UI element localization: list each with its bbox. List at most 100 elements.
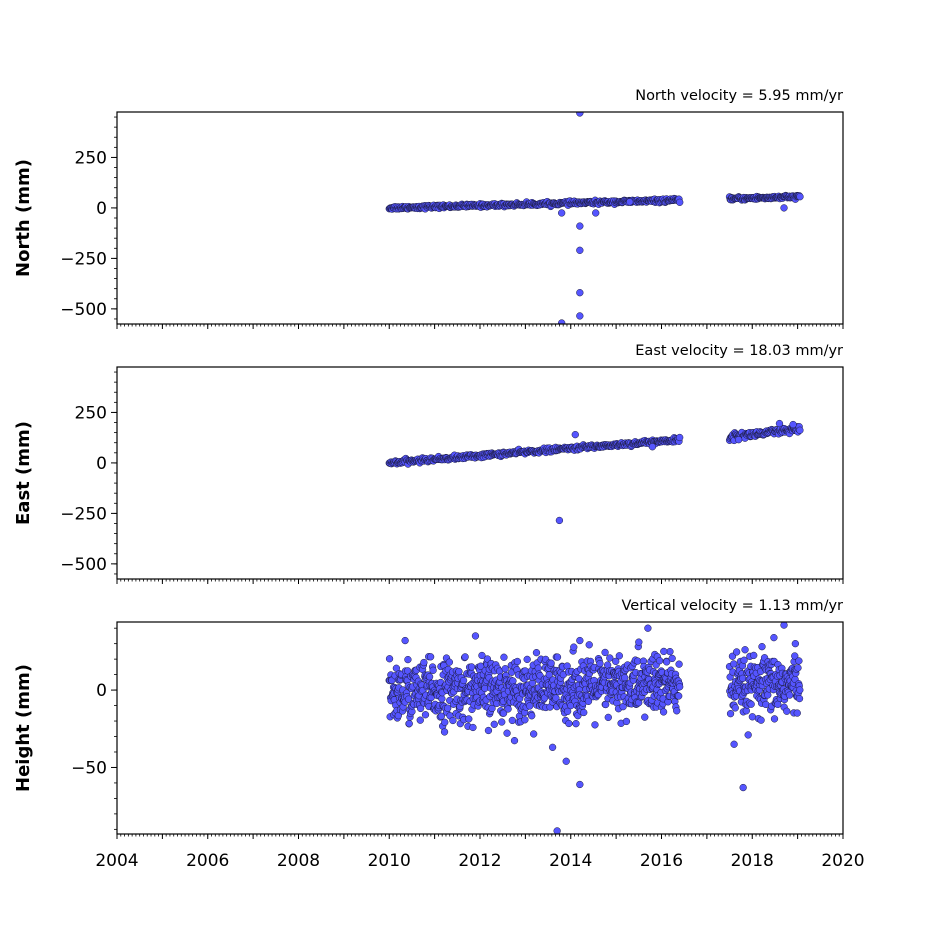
data-point xyxy=(770,633,778,642)
data-point xyxy=(666,647,674,656)
data-point xyxy=(385,655,394,663)
data-point xyxy=(440,728,449,736)
north-panel: 250 0 −250 −500 North (mm) North velocity = 5… xyxy=(13,88,844,329)
data-point xyxy=(563,662,571,670)
x-tick-label: 2004 xyxy=(95,851,138,871)
data-point xyxy=(420,658,428,667)
velocity-title: North velocity = 5.95 mm/yr xyxy=(635,88,843,104)
data-point xyxy=(659,708,668,716)
data-points xyxy=(385,112,804,324)
data-point xyxy=(508,716,516,725)
data-point xyxy=(730,740,738,748)
data-point xyxy=(626,198,634,206)
data-point xyxy=(584,697,593,705)
data-point xyxy=(675,692,683,700)
axes-frame xyxy=(116,111,844,325)
velocity-title: Vertical velocity = 1.13 mm/yr xyxy=(622,598,844,614)
data-point xyxy=(545,671,553,679)
height-panel: 2004 2006 2008 2010 2012 2014 2016 2018 2020 0 −50… xyxy=(13,598,865,871)
data-point xyxy=(404,655,412,664)
data-point xyxy=(421,711,430,719)
data-point xyxy=(791,640,800,648)
data-point xyxy=(405,720,413,728)
y-axis: 250 0 −250 −500 xyxy=(60,116,117,320)
y-tick-label: −500 xyxy=(60,555,107,575)
data-point xyxy=(660,647,668,656)
data-point xyxy=(655,657,664,665)
data-point xyxy=(528,712,536,720)
data-point xyxy=(734,436,743,444)
y-tick-label: −250 xyxy=(60,504,107,524)
data-point xyxy=(426,653,435,661)
data-points xyxy=(385,419,804,525)
data-point xyxy=(547,659,555,667)
data-point xyxy=(673,707,681,715)
data-point xyxy=(449,716,457,725)
data-point xyxy=(469,723,477,732)
data-point xyxy=(526,702,534,710)
data-point xyxy=(795,694,804,703)
data-point xyxy=(791,652,799,660)
data-point xyxy=(553,827,561,834)
data-point xyxy=(455,667,463,676)
y-tick-label: 0 xyxy=(96,681,107,701)
data-point xyxy=(775,419,784,428)
data-point xyxy=(576,312,584,320)
data-point xyxy=(429,666,437,674)
x-tick-label: 2010 xyxy=(368,851,411,871)
data-point xyxy=(601,648,609,657)
data-point xyxy=(552,694,560,702)
data-point xyxy=(668,654,676,663)
data-point xyxy=(783,707,791,715)
data-point xyxy=(731,704,739,712)
data-point xyxy=(780,204,788,212)
velocity-title: East velocity = 18.03 mm/yr xyxy=(635,343,843,359)
data-point xyxy=(416,704,425,713)
data-point xyxy=(509,677,517,685)
x-axis xyxy=(116,579,844,584)
y-tick-label: −500 xyxy=(60,300,107,320)
x-tick-label: 2008 xyxy=(277,851,320,871)
data-point xyxy=(459,676,468,685)
data-point xyxy=(437,712,445,720)
data-point xyxy=(530,730,538,738)
data-point xyxy=(641,713,649,721)
data-point xyxy=(635,638,643,646)
data-point xyxy=(780,622,788,629)
data-point xyxy=(576,289,584,297)
data-point xyxy=(576,246,584,254)
data-point xyxy=(490,720,498,728)
data-point xyxy=(558,209,566,217)
data-point xyxy=(548,743,557,751)
y-axis-label: Height (mm) xyxy=(13,664,34,792)
x-tick-label: 2018 xyxy=(731,851,774,871)
data-point xyxy=(425,673,434,681)
data-point xyxy=(796,426,804,434)
data-point xyxy=(789,420,797,429)
data-point xyxy=(572,720,580,728)
data-point xyxy=(513,657,522,666)
data-point xyxy=(612,657,620,666)
data-point xyxy=(555,516,564,525)
data-point xyxy=(757,716,765,724)
y-axis-label: North (mm) xyxy=(13,159,34,277)
data-point xyxy=(585,641,593,649)
x-axis: 2004 2006 2008 2010 2012 2014 2016 2018 2020 xyxy=(95,834,865,871)
data-point xyxy=(676,433,684,442)
data-point xyxy=(793,709,801,717)
data-point xyxy=(571,430,579,439)
data-point xyxy=(740,656,748,664)
east-panel: 250 0 −250 −500 East (mm) East velocity = 18.… xyxy=(13,343,844,584)
data-point xyxy=(748,713,757,721)
data-points xyxy=(385,622,804,834)
data-point xyxy=(606,654,614,662)
data-point xyxy=(500,653,508,661)
data-point xyxy=(726,710,735,718)
data-point xyxy=(465,715,473,723)
data-point xyxy=(770,715,779,723)
data-point xyxy=(523,655,531,664)
data-point xyxy=(604,713,612,722)
data-point xyxy=(401,636,409,645)
data-point xyxy=(644,624,652,632)
